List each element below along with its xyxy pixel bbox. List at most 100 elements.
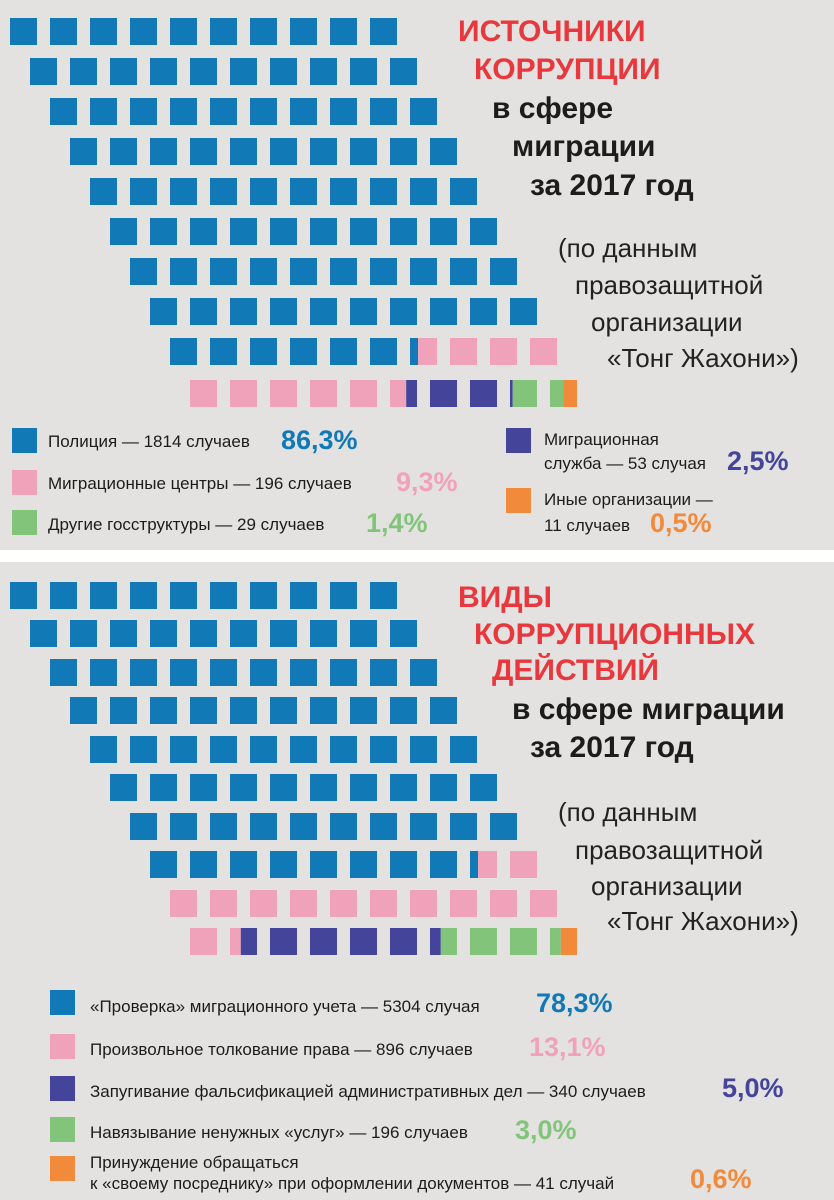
- waffle-cell-police: [170, 338, 197, 365]
- legend-percent-law-interpretation: 13,1%: [529, 1032, 606, 1062]
- legend-swatch-intimidation: [50, 1076, 75, 1101]
- legend-label-police: Полиция — 1814 случаев: [48, 432, 250, 451]
- legend-label-intermediary-1: Принуждение обращаться: [90, 1153, 299, 1172]
- waffle-cell-pink: [190, 928, 217, 955]
- waffle-cell-police: [230, 138, 257, 165]
- waffle-cell-police: [250, 338, 277, 365]
- waffle-cell-police: [130, 98, 157, 125]
- waffle-cell-green: [470, 928, 497, 955]
- legend-swatch-other-gov: [12, 510, 37, 535]
- waffle-cell-green: [510, 928, 537, 955]
- waffle-cell-pink: [330, 890, 357, 917]
- waffle-cell-police: [370, 736, 397, 763]
- waffle-cell-police: [110, 58, 137, 85]
- waffle-cell-purple: [510, 380, 513, 407]
- waffle-cell-police: [90, 98, 117, 125]
- waffle-cell-police: [70, 697, 97, 724]
- waffle-cell-police: [130, 18, 157, 45]
- waffle-cell-police: [390, 697, 417, 724]
- title-line-2: КОРРУПЦИОННЫХ: [474, 618, 756, 651]
- waffle-cell-police: [230, 774, 257, 801]
- waffle-cell-pink: [230, 380, 257, 407]
- legend-swatch-registration-check: [50, 990, 75, 1015]
- legend-label-intermediary-2: к «своему посреднику» при оформлении док…: [90, 1174, 615, 1193]
- waffle-cell-police: [410, 258, 437, 285]
- waffle-cell-police: [50, 582, 77, 609]
- waffle-cell-police: [410, 813, 437, 840]
- waffle-cell-police: [250, 736, 277, 763]
- waffle-cell-police: [70, 138, 97, 165]
- waffle-cell-police: [470, 218, 497, 245]
- title-line-4: в сфере миграции: [512, 693, 785, 726]
- waffle-cell-green: [512, 380, 537, 407]
- waffle-cell-police: [210, 813, 237, 840]
- waffle-cell-police: [350, 697, 377, 724]
- waffle-cell-police: [150, 697, 177, 724]
- waffle-cell-police: [210, 98, 237, 125]
- waffle-cell-police: [430, 138, 457, 165]
- waffle-cell-police: [170, 258, 197, 285]
- legend-label-other-orgs-1: Иные организации —: [544, 490, 713, 509]
- waffle-cell-police: [250, 18, 277, 45]
- waffle-cell-police: [150, 774, 177, 801]
- waffle-cell-purple: [390, 928, 417, 955]
- legend-swatch-police: [12, 428, 37, 453]
- legend-percent-migration-service: 2,5%: [727, 446, 789, 476]
- waffle-cell-police: [30, 620, 57, 647]
- waffle-cell-police: [150, 218, 177, 245]
- waffle-cell-police: [270, 58, 297, 85]
- waffle-cell-pink: [350, 380, 377, 407]
- waffle-cell-police: [310, 218, 337, 245]
- waffle-cell-police: [230, 58, 257, 85]
- waffle-cell-police: [50, 659, 77, 686]
- source-line-2: правозащитной: [575, 835, 764, 865]
- waffle-cell-police: [310, 298, 337, 325]
- waffle-cell-police: [310, 620, 337, 647]
- waffle-cell-police: [430, 851, 457, 878]
- waffle-cell-police: [110, 218, 137, 245]
- waffle-cell-police: [250, 813, 277, 840]
- waffle-cell-police: [150, 138, 177, 165]
- source-line-1: (по данным: [558, 797, 698, 827]
- waffle-cell-police: [310, 138, 337, 165]
- legend-label-migration-centers: Миграционные центры — 196 случаев: [48, 474, 352, 493]
- waffle-cell-pink: [230, 928, 241, 955]
- waffle-cell-police: [130, 178, 157, 205]
- waffle-cell-purple: [406, 380, 417, 407]
- waffle-cell-police: [270, 298, 297, 325]
- waffle-cell-police: [430, 218, 457, 245]
- waffle-cell-police: [210, 338, 237, 365]
- waffle-cell-police: [230, 298, 257, 325]
- legend-percent-migration-centers: 9,3%: [396, 467, 458, 497]
- waffle-cell-police: [250, 258, 277, 285]
- chart-panel-sources: ИСТОЧНИКИ КОРРУПЦИИ в сфере миграции за …: [0, 0, 834, 550]
- waffle-cell-pink: [210, 890, 237, 917]
- waffle-cell-police: [90, 178, 117, 205]
- waffle-cell-police: [390, 218, 417, 245]
- legend-label-other-gov: Другие госструктуры — 29 случаев: [48, 515, 325, 534]
- waffle-cell-police: [330, 338, 357, 365]
- waffle-cell-purple: [430, 928, 441, 955]
- waffle-cell-police: [450, 736, 477, 763]
- waffle-cell-police: [190, 138, 217, 165]
- waffle-cell-police: [10, 18, 37, 45]
- waffle-cell-police: [330, 736, 357, 763]
- legend-swatch-imposed-services: [50, 1117, 75, 1142]
- waffle-cell-police: [470, 774, 497, 801]
- waffle-cell-police: [390, 298, 417, 325]
- waffle-cell-police: [90, 18, 117, 45]
- waffle-cell-police: [170, 18, 197, 45]
- waffle-cell-police: [130, 258, 157, 285]
- waffle-cell-police: [150, 620, 177, 647]
- waffle-cell-police: [330, 258, 357, 285]
- waffle-cell-police: [310, 697, 337, 724]
- waffle-cell-police: [170, 178, 197, 205]
- waffle-cell-police: [390, 774, 417, 801]
- legend-percent-police: 86,3%: [281, 425, 358, 455]
- waffle-cell-police: [170, 813, 197, 840]
- waffle-cell-pink: [190, 380, 217, 407]
- waffle-cell-police: [270, 851, 297, 878]
- waffle-cell-police: [290, 178, 317, 205]
- legend-label-law-interpretation: Произвольное толкование права — 896 случ…: [90, 1040, 473, 1059]
- waffle-cell-purple: [350, 928, 377, 955]
